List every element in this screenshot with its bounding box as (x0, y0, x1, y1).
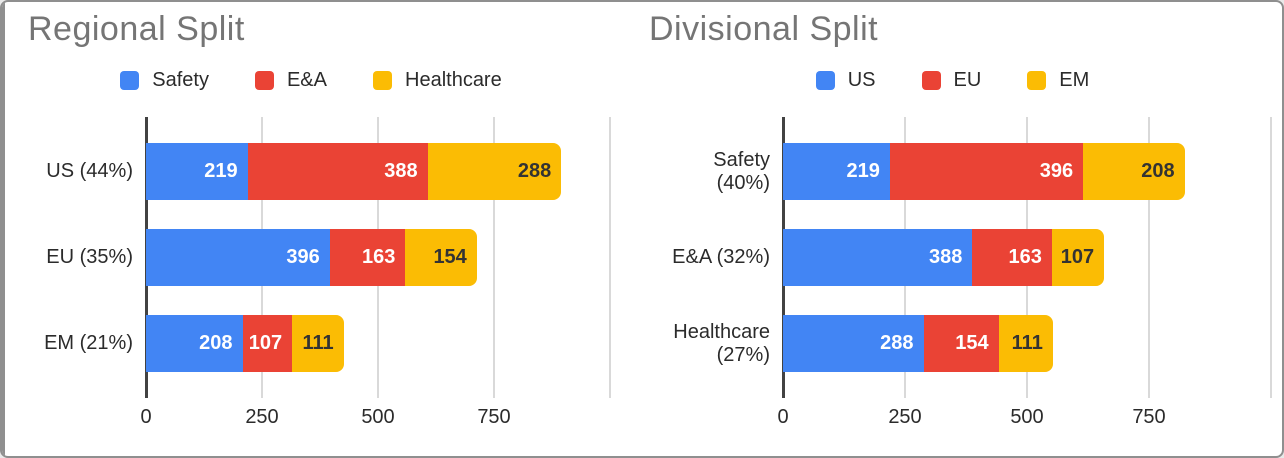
legend-label: US (847, 68, 876, 91)
bar-segment-em: 107 (1051, 229, 1105, 286)
value-label: 208 (1141, 160, 1175, 182)
value-label: 154 (955, 332, 989, 354)
legend-label: Safety (152, 68, 209, 91)
bar-row: 208 107 111 (146, 315, 344, 372)
bar-segment-safety: 396 (146, 229, 330, 286)
gridline-1000 (609, 117, 611, 398)
bar-segment-healthcare: 288 (427, 143, 562, 200)
bar-row: 288 154 111 (783, 315, 1053, 372)
legend-item: Healthcare (373, 69, 502, 92)
legend-label: EU (953, 68, 982, 91)
bar-segment-safety: 219 (146, 143, 248, 200)
plot-area: 219 396 208 388 163 107 288 154 111 (782, 117, 1279, 398)
category-label-line: E&A (32%) (672, 246, 770, 268)
category-label: Safety (40%) (623, 143, 770, 200)
legend-swatch-e-a-icon (254, 70, 274, 90)
chart-title: Regional Split (28, 10, 245, 48)
value-label: 388 (928, 246, 963, 268)
legend: Safety E&A Healthcare (2, 68, 620, 92)
legend-item: E&A (254, 68, 327, 92)
value-label: 388 (384, 160, 418, 182)
divisional-split-chart[interactable]: Divisional Split US EU EM 219 396 208 388 163 1… (623, 2, 1282, 456)
bar-segment-us: 288 (783, 315, 924, 372)
value-label: 163 (1008, 246, 1042, 268)
x-tick-label: 750 (477, 406, 511, 428)
x-tick-label: 0 (777, 406, 789, 428)
value-label: 107 (248, 332, 283, 354)
value-label: 163 (361, 246, 396, 268)
bar-segment-eu: 163 (972, 229, 1052, 286)
value-label: 208 (199, 332, 233, 354)
bar-row: 396 163 154 (146, 229, 477, 286)
legend-item: EM (1027, 69, 1089, 92)
legend-swatch-us-icon (815, 70, 835, 90)
category-label: E&A (32%) (623, 229, 770, 286)
legend-swatch-healthcare-icon (373, 70, 392, 90)
bar-row: 219 396 208 (783, 143, 1185, 200)
value-label: 396 (1039, 160, 1074, 182)
legend-label: Healthcare (405, 68, 502, 91)
x-tick-label: 500 (1010, 406, 1044, 428)
category-label: Healthcare (27%) (623, 315, 770, 372)
value-label: 154 (433, 246, 467, 268)
plot-area: 219 388 288 396 163 154 208 107 111 (145, 117, 618, 398)
bar-segment-e-a: 107 (242, 315, 293, 372)
gridline-750 (1148, 117, 1150, 398)
chart-title: Divisional Split (649, 10, 879, 48)
x-tick-label: 500 (361, 406, 395, 428)
gridline-750 (493, 117, 495, 398)
value-label: 111 (1011, 332, 1043, 354)
category-label: US (44%) (2, 143, 133, 200)
bar-segment-e-a: 163 (329, 229, 406, 286)
bar-segment-us: 219 (783, 143, 890, 200)
category-label-line: (40%) (716, 171, 770, 194)
value-label: 396 (286, 246, 320, 268)
category-label-line: EU (35%) (46, 246, 133, 268)
category-label-line: (27%) (716, 343, 770, 366)
legend-swatch-em-icon (1027, 70, 1047, 90)
bar-segment-em: 208 (1083, 143, 1185, 200)
category-label: EU (35%) (2, 229, 133, 286)
value-label: 288 (517, 160, 552, 182)
bar-row: 388 163 107 (783, 229, 1105, 286)
legend-item: US (815, 68, 876, 92)
x-tick-label: 0 (140, 406, 152, 428)
value-label: 219 (204, 160, 238, 182)
regional-split-chart[interactable]: Regional Split Safety E&A Healthcare 219 38… (2, 2, 620, 456)
legend: US EU EM (623, 68, 1282, 92)
bar-row: 219 388 288 (146, 143, 562, 200)
category-label-line: US (44%) (46, 160, 133, 182)
category-label-line: Healthcare (673, 320, 770, 343)
value-label: 288 (880, 332, 914, 354)
bar-segment-eu: 396 (889, 143, 1084, 200)
legend-swatch-safety-icon (120, 70, 140, 90)
category-label-line: EM (21%) (44, 332, 133, 354)
legend-swatch-eu-icon (921, 70, 941, 90)
legend-label: E&A (286, 68, 327, 91)
legend-item: Safety (120, 69, 209, 92)
bar-segment-safety: 208 (146, 315, 243, 372)
x-tick-label: 750 (1132, 406, 1166, 428)
gridline-1000 (1270, 117, 1272, 398)
bar-segment-us: 388 (783, 229, 973, 286)
value-label: 111 (302, 332, 334, 354)
bar-segment-healthcare: 154 (405, 229, 477, 286)
x-tick-label: 250 (245, 406, 279, 428)
bar-segment-eu: 154 (923, 315, 999, 372)
bar-segment-em: 111 (998, 315, 1053, 372)
bar-segment-e-a: 388 (247, 143, 428, 200)
legend-label: EM (1059, 68, 1090, 91)
x-tick-label: 250 (888, 406, 922, 428)
panel-divider (2, 2, 5, 456)
value-label: 219 (846, 160, 880, 182)
legend-item: EU (921, 68, 982, 92)
value-label: 107 (1060, 246, 1095, 268)
category-label: EM (21%) (2, 315, 133, 372)
category-label-line: Safety (713, 148, 770, 171)
bar-segment-healthcare: 111 (292, 315, 344, 372)
